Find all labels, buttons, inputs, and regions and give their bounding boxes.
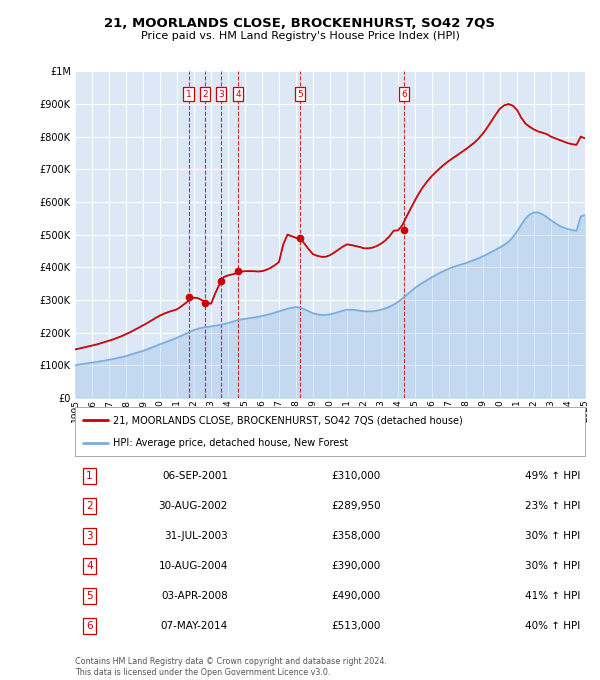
Text: HPI: Average price, detached house, New Forest: HPI: Average price, detached house, New … <box>113 439 349 448</box>
Text: 5: 5 <box>86 591 92 600</box>
Text: 07-MAY-2014: 07-MAY-2014 <box>161 621 228 630</box>
Text: Price paid vs. HM Land Registry's House Price Index (HPI): Price paid vs. HM Land Registry's House … <box>140 31 460 41</box>
Text: 41% ↑ HPI: 41% ↑ HPI <box>524 591 580 600</box>
Text: £490,000: £490,000 <box>332 591 381 600</box>
Text: £513,000: £513,000 <box>332 621 381 630</box>
Text: 3: 3 <box>218 90 224 99</box>
Text: 6: 6 <box>401 90 407 99</box>
Text: 4: 4 <box>86 561 92 571</box>
Text: 30% ↑ HPI: 30% ↑ HPI <box>524 561 580 571</box>
Text: 4: 4 <box>236 90 241 99</box>
Text: 6: 6 <box>86 621 92 630</box>
Text: 2: 2 <box>86 501 92 511</box>
Text: 21, MOORLANDS CLOSE, BROCKENHURST, SO42 7QS: 21, MOORLANDS CLOSE, BROCKENHURST, SO42 … <box>104 17 496 30</box>
Text: 1: 1 <box>185 90 191 99</box>
Text: 23% ↑ HPI: 23% ↑ HPI <box>524 501 580 511</box>
Text: 31-JUL-2003: 31-JUL-2003 <box>164 531 228 541</box>
Text: 1: 1 <box>86 471 92 481</box>
Text: £390,000: £390,000 <box>332 561 381 571</box>
Text: 5: 5 <box>298 90 303 99</box>
Text: 2: 2 <box>202 90 208 99</box>
Text: £310,000: £310,000 <box>332 471 381 481</box>
Text: 30-AUG-2002: 30-AUG-2002 <box>158 501 228 511</box>
Text: 06-SEP-2001: 06-SEP-2001 <box>162 471 228 481</box>
Text: Contains HM Land Registry data © Crown copyright and database right 2024.
This d: Contains HM Land Registry data © Crown c… <box>75 657 387 677</box>
Text: 3: 3 <box>86 531 92 541</box>
Text: 49% ↑ HPI: 49% ↑ HPI <box>524 471 580 481</box>
Text: 30% ↑ HPI: 30% ↑ HPI <box>524 531 580 541</box>
Text: 21, MOORLANDS CLOSE, BROCKENHURST, SO42 7QS (detached house): 21, MOORLANDS CLOSE, BROCKENHURST, SO42 … <box>113 415 463 426</box>
Text: 40% ↑ HPI: 40% ↑ HPI <box>524 621 580 630</box>
Text: £358,000: £358,000 <box>332 531 381 541</box>
Text: £289,950: £289,950 <box>331 501 381 511</box>
Text: 03-APR-2008: 03-APR-2008 <box>161 591 228 600</box>
Text: 10-AUG-2004: 10-AUG-2004 <box>158 561 228 571</box>
